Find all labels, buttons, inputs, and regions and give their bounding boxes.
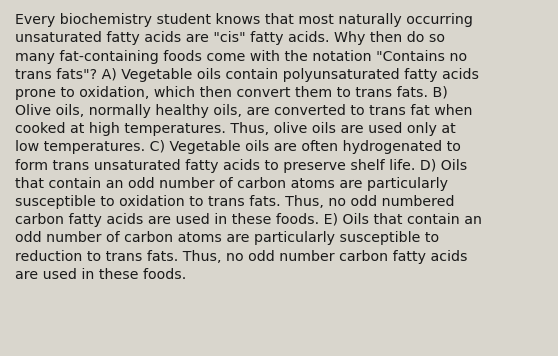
Text: Every biochemistry student knows that most naturally occurring
unsaturated fatty: Every biochemistry student knows that mo… — [15, 13, 482, 282]
